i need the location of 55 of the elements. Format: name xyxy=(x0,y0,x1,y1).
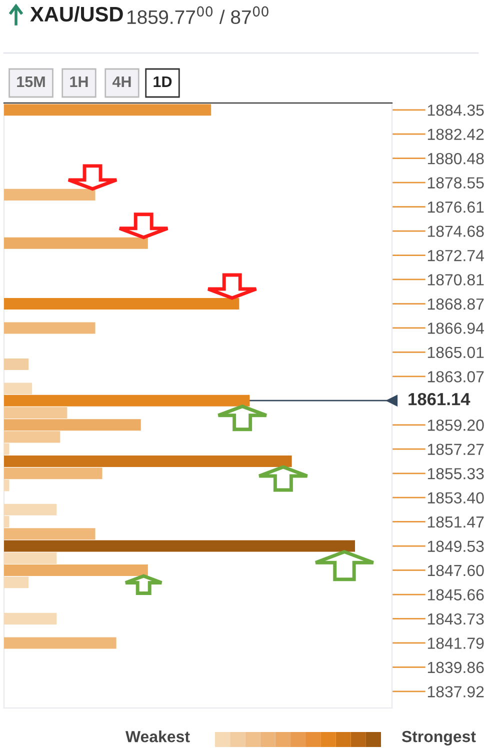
ref-line-label: 1861.14 xyxy=(408,392,470,406)
bar xyxy=(4,552,57,564)
y-tick-label: 1851.47 xyxy=(428,516,484,528)
bar xyxy=(4,576,29,588)
bar xyxy=(4,188,96,200)
y-tick-label: 1874.68 xyxy=(428,226,484,237)
bar xyxy=(4,431,60,443)
y-tick-label: 1876.61 xyxy=(428,201,484,213)
y-tick-label: 1872.74 xyxy=(428,250,484,262)
bar xyxy=(4,419,141,431)
y-tick-label: 1868.87 xyxy=(428,298,484,310)
text: 1H xyxy=(70,76,88,87)
bar xyxy=(4,612,57,624)
bar xyxy=(4,528,96,540)
y-tick-label: 1863.07 xyxy=(428,371,484,382)
y-tick-label: 1857.27 xyxy=(428,444,484,456)
bar xyxy=(4,322,96,334)
y-tick-label: 1855.33 xyxy=(428,468,484,480)
text: Weakest xyxy=(125,730,190,742)
y-tick-label: 1845.66 xyxy=(428,589,484,600)
y-tick-label: 1849.53 xyxy=(428,540,484,552)
bar xyxy=(4,237,148,249)
text: 1D xyxy=(154,76,172,87)
chart-title: XAU/USD xyxy=(30,6,123,22)
bar xyxy=(4,382,32,394)
y-tick-label: 1843.73 xyxy=(428,613,484,625)
bar xyxy=(4,358,29,370)
y-tick-label: 1839.86 xyxy=(428,662,484,674)
y-tick-label: 1882.42 xyxy=(428,128,484,140)
text: 15M xyxy=(17,76,45,88)
y-tick-label: 1853.40 xyxy=(428,492,484,504)
bar xyxy=(4,480,10,492)
chart-subtitle: 1859.77$^{00}$ / 87$^{00}$ xyxy=(127,6,268,24)
bar xyxy=(4,540,355,552)
bar xyxy=(4,104,212,116)
bar xyxy=(4,564,148,576)
bar xyxy=(4,298,240,310)
y-tick-label: 1866.94 xyxy=(428,322,484,334)
y-tick-label: 1837.92 xyxy=(428,686,484,698)
text: Strongest xyxy=(402,730,476,746)
y-tick-label: 1841.79 xyxy=(428,638,484,649)
bar xyxy=(4,394,250,406)
bar xyxy=(4,455,292,467)
bar xyxy=(4,637,116,649)
y-tick-label: 1880.48 xyxy=(428,153,484,164)
text: 4H xyxy=(112,76,131,87)
y-tick-label: 1847.60 xyxy=(428,564,484,576)
y-tick-label: 1859.20 xyxy=(428,420,484,431)
y-tick-label: 1870.81 xyxy=(428,274,484,286)
y-tick-label: 1865.01 xyxy=(428,346,484,358)
bar xyxy=(4,468,102,480)
y-tick-label: 1884.35 xyxy=(428,104,484,116)
y-tick-label: 1878.55 xyxy=(428,177,484,188)
bar xyxy=(4,443,10,455)
bar xyxy=(4,407,68,419)
